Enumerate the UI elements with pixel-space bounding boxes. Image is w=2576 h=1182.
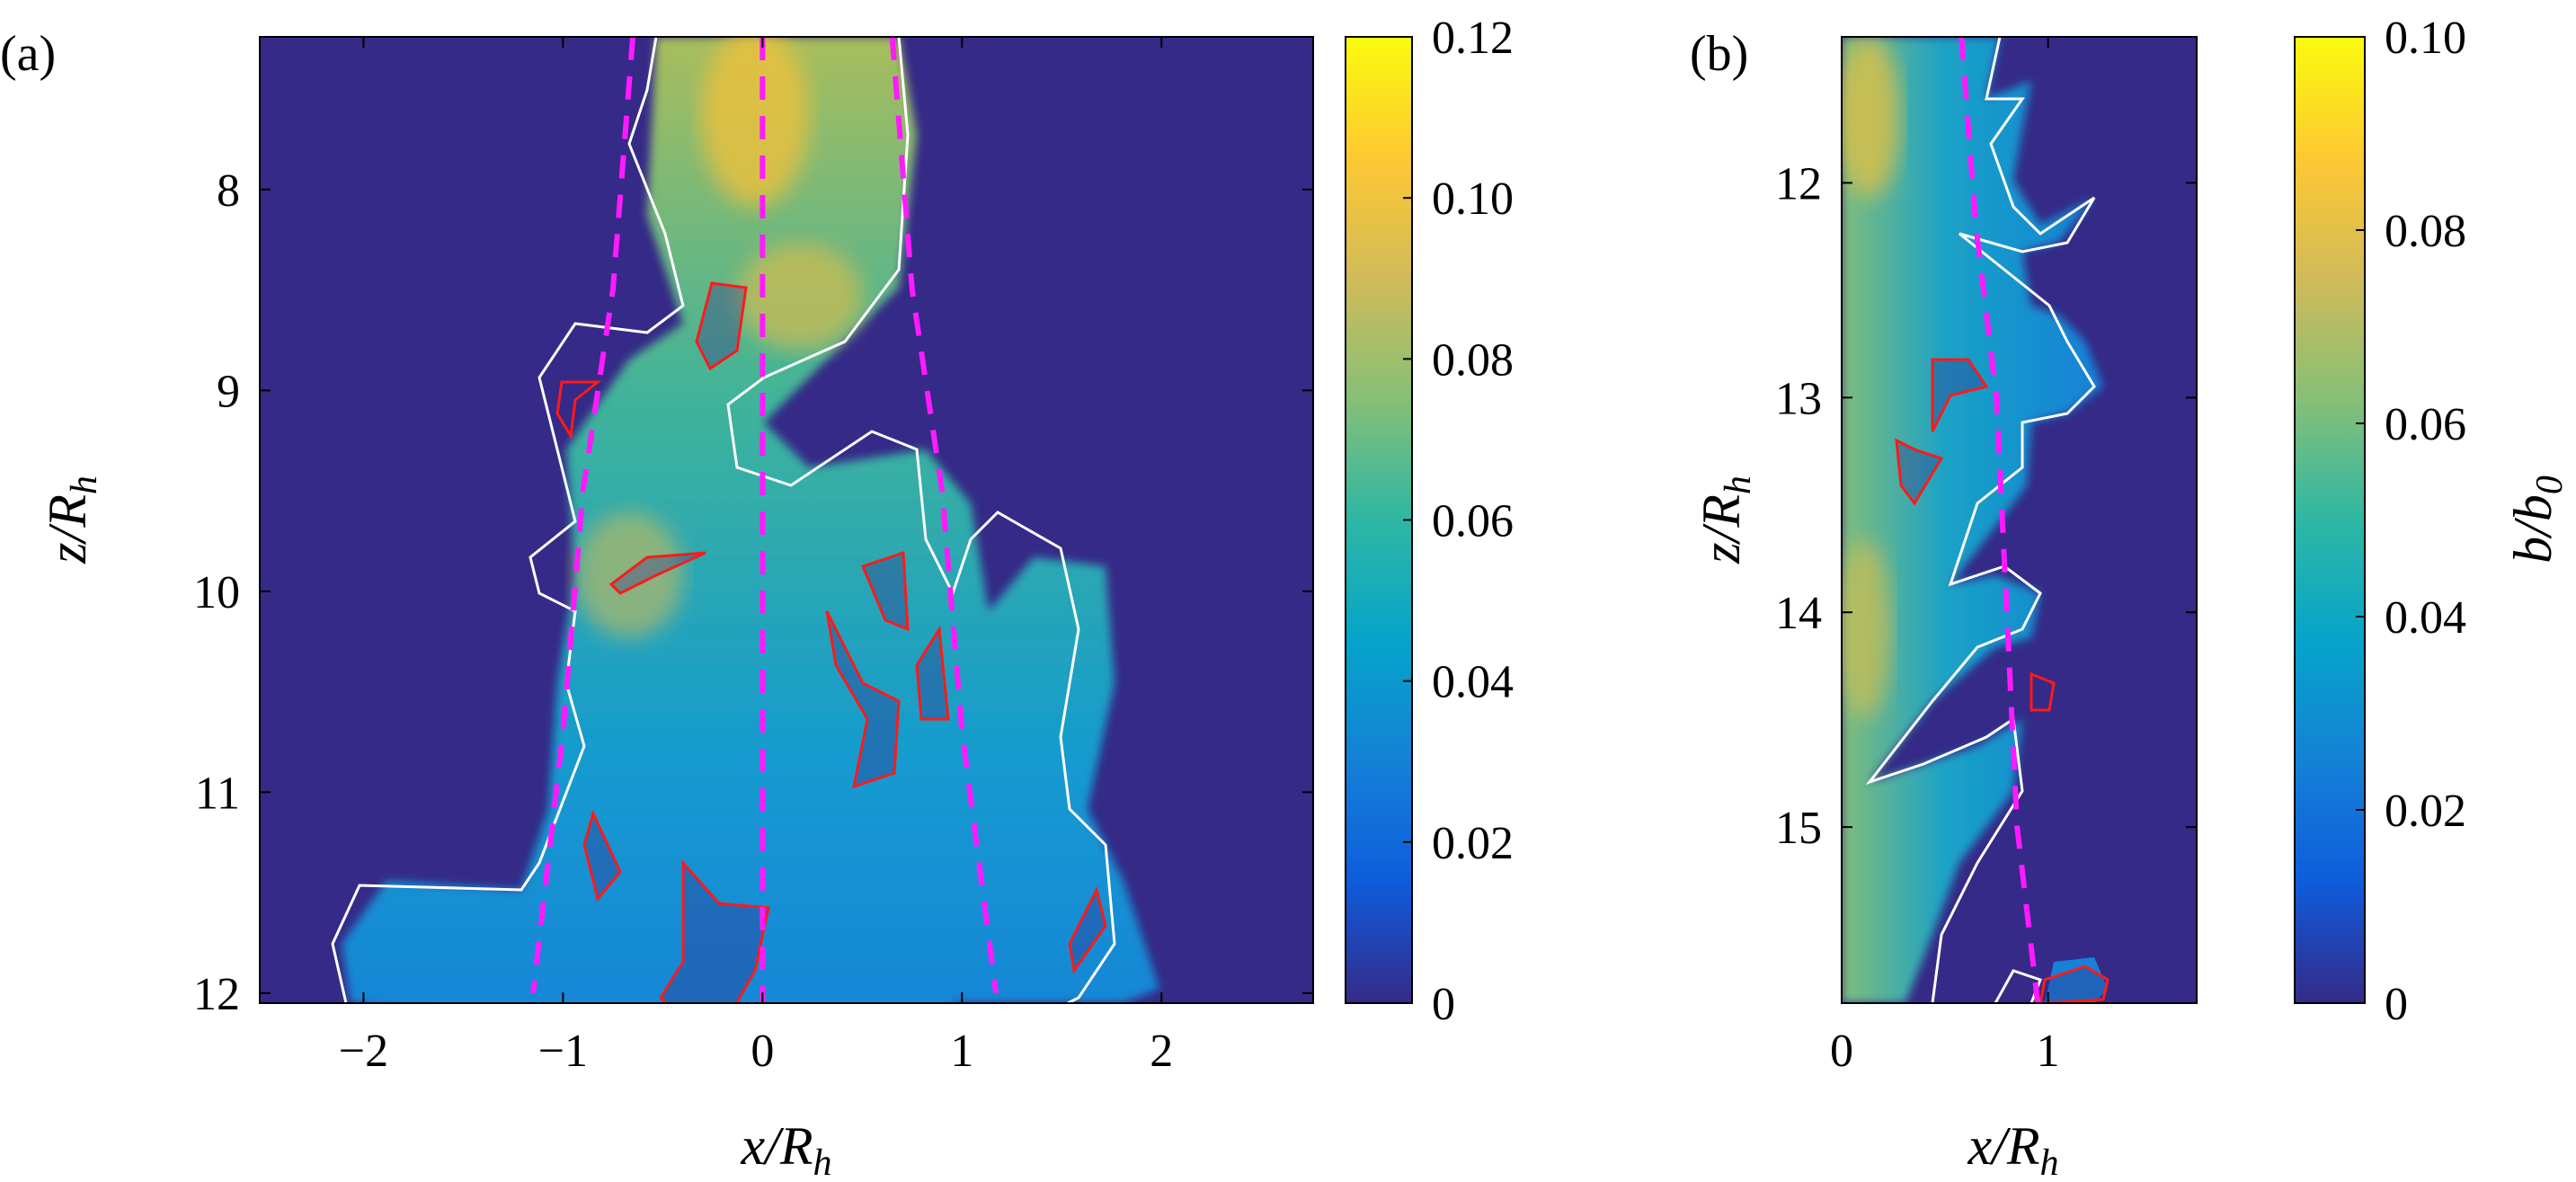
panel-a-label: (a)	[0, 26, 56, 82]
panel-a: (a)	[0, 13, 1514, 1182]
high-buoyancy-region	[575, 512, 683, 638]
y-tick-label: 10	[193, 567, 240, 618]
panel-a-colorbar-ticks: 0 0.02 0.04 0.06 0.08 0.10 0.12	[1403, 13, 1514, 1030]
panel-a-heatmap	[260, 37, 1313, 1003]
colorbar-tick-label: 0	[1432, 979, 1455, 1030]
colorbar-tick-label: 0.04	[1432, 657, 1514, 708]
colorbar-tick-label: 0	[2385, 979, 2408, 1030]
high-buoyancy-region	[1842, 37, 1901, 198]
colorbar-label: b/b0	[2503, 475, 2571, 564]
y-tick-label: 8	[217, 165, 240, 217]
colorbar-tick-label: 0.08	[1432, 334, 1514, 386]
y-tick-label: 15	[1775, 803, 1822, 854]
colorbar-tick-label: 0.06	[2385, 399, 2466, 450]
left-edge-dashed	[530, 37, 636, 994]
reference-lines	[530, 37, 999, 1003]
engulfed-pockets	[1895, 358, 2110, 1003]
high-buoyancy-region	[737, 243, 863, 351]
y-tick-label: 9	[217, 366, 240, 417]
x-tick-label: 0	[1830, 1026, 1853, 1077]
panel-a-ylabel: z/Rh	[38, 475, 105, 564]
x-tick-label: −2	[339, 1026, 388, 1077]
x-tick-label: −1	[538, 1026, 588, 1077]
panel-a-xlabel: x/Rh	[741, 1116, 832, 1182]
x-tick-label: 1	[2037, 1026, 2060, 1077]
panel-b-colorbar-ticks: 0 0.02 0.04 0.06 0.08 0.10	[2356, 13, 2466, 1030]
colorbar-tick-label: 0.02	[1432, 818, 1514, 869]
panel-b-heatmap	[1842, 37, 2197, 1003]
panel-b: (b) 0 1 12 13 14 15 x/Rh z/Rh 0 0.02 0.04 0.06 0.…	[1690, 13, 2571, 1182]
panel-b-colorbar	[2294, 36, 2366, 1004]
y-tick-label: 13	[1775, 373, 1822, 424]
plume-field	[342, 37, 1159, 1003]
colorbar-tick-label: 0.04	[2385, 592, 2466, 644]
right-edge-dashed	[889, 37, 999, 994]
x-tick-label: 2	[1150, 1026, 1173, 1077]
high-buoyancy-region	[701, 37, 809, 207]
panel-b-ylabel: z/Rh	[1692, 475, 1759, 564]
interface-contour	[331, 37, 1116, 1003]
x-tick-label: 0	[751, 1026, 774, 1077]
colorbar-tick-label: 0.10	[2385, 13, 2466, 64]
y-tick-label: 12	[1775, 158, 1822, 209]
detached-patch	[2045, 957, 2108, 1003]
x-tick-label: 1	[950, 1026, 973, 1077]
panel-b-label: (b)	[1690, 26, 1748, 82]
colorbar-tick-label: 0.12	[1432, 13, 1514, 64]
panel-b-xlabel: x/Rh	[1968, 1116, 2059, 1182]
panel-a-colorbar	[1345, 36, 1413, 1004]
colorbar-tick-label: 0.02	[2385, 786, 2466, 837]
y-tick-label: 11	[195, 768, 240, 819]
y-tick-label: 12	[193, 969, 240, 1020]
colorbar-tick-label: 0.10	[1432, 173, 1514, 225]
panel-b-ticks: 0 1 12 13 14 15	[1775, 37, 2197, 1077]
high-buoyancy-region	[1842, 539, 1892, 719]
panel-a-axes-frame	[259, 36, 1314, 1004]
colorbar-tick-label: 0.06	[1432, 496, 1514, 547]
panel-b-axes-frame	[1841, 36, 2198, 1004]
y-tick-label: 14	[1775, 588, 1822, 639]
engulfed-pockets	[555, 281, 1107, 1003]
colorbar-tick-label: 0.08	[2385, 206, 2466, 257]
